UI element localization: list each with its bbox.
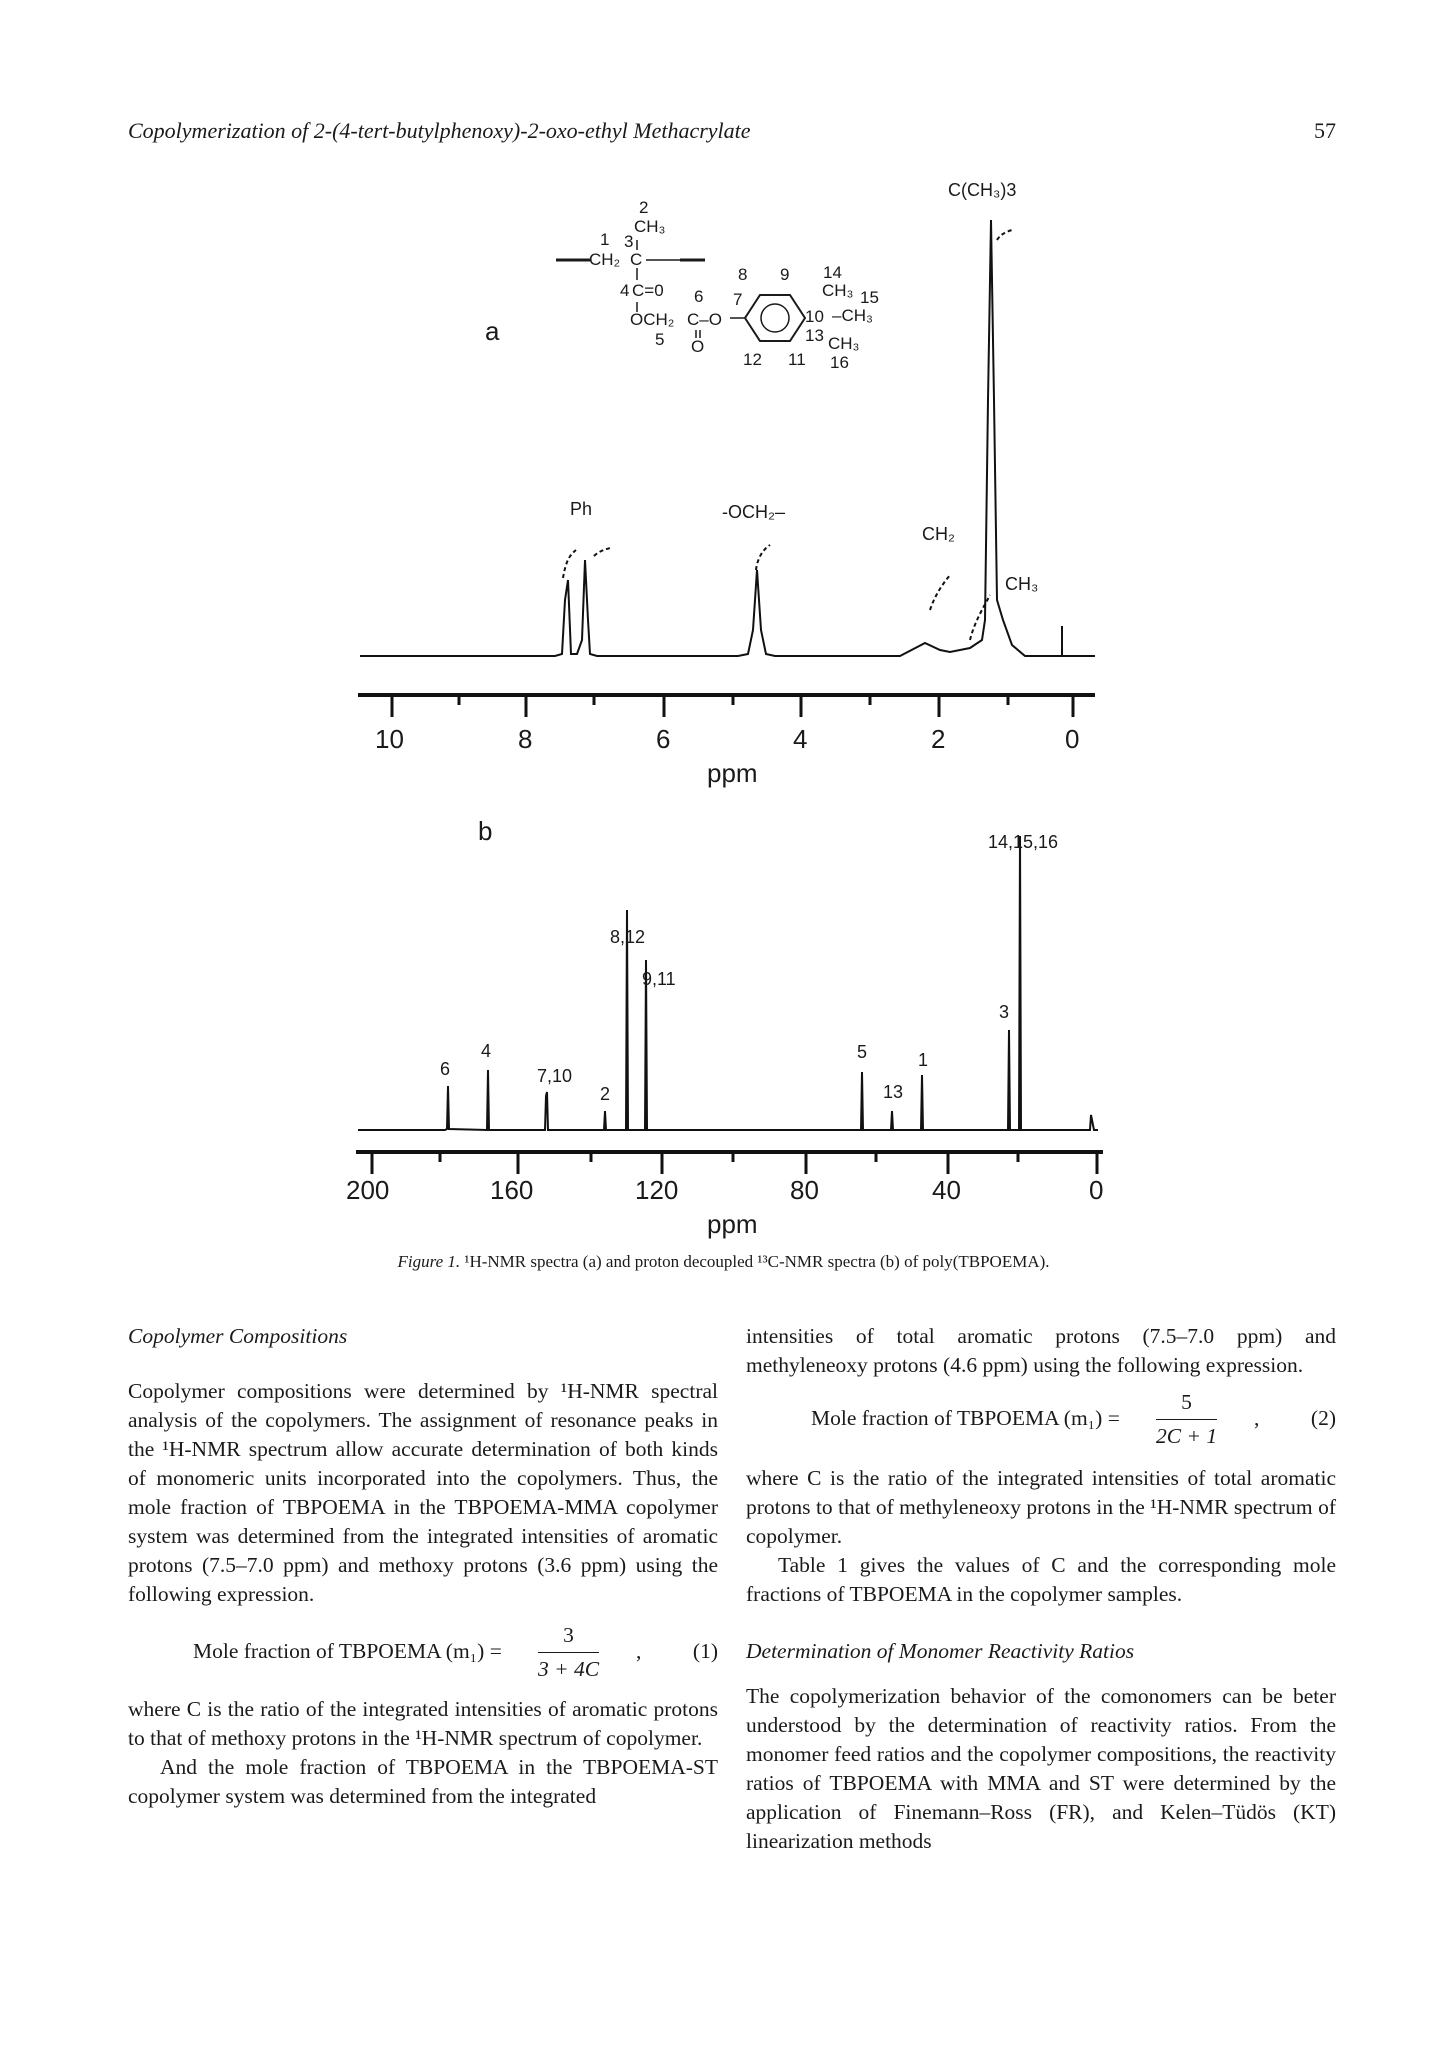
tick-label-8: 8 <box>518 724 532 754</box>
tick-label-6: 6 <box>656 724 670 754</box>
right-paragraph-3: Table 1 gives the values of C and the co… <box>746 1553 1336 1606</box>
eq2-lhs: Mole fraction of TBPOEMA (m₁) = <box>811 1406 1120 1430</box>
panel-a-label: a <box>485 316 500 346</box>
right-paragraph-2: where C is the ratio of the integrated i… <box>746 1466 1336 1548</box>
eq2-denominator: 2C + 1 <box>1156 1424 1218 1448</box>
running-title: Copolymerization of 2-(4-tert-butylpheno… <box>128 118 751 143</box>
h-nmr-labels: 10 8 6 4 2 0 ppm Ph -OCH₂– CH₂ CH₃ C(CH₃… <box>375 180 1079 788</box>
equation-2: Mole fraction of TBPOEMA (m₁) = 5 2C + 1… <box>746 1388 1336 1452</box>
right-paragraph-1: intensities of total aromatic protons (7… <box>746 1324 1336 1377</box>
peak-label-ch2: CH₂ <box>922 524 955 544</box>
structure-label-13: 13 <box>805 326 824 345</box>
nmr-figure: a CH₂ C 1 3 2 CH₃ 4 C=0 OCH₂ 5 6 C–O O 7… <box>346 180 1103 1239</box>
left-paragraph-2: where C is the ratio of the integrated i… <box>128 1697 718 1750</box>
equation-1: Mole fraction of TBPOEMA (m₁) = 3 3 + 4C… <box>128 1621 718 1685</box>
figure-label: Figure 1. <box>397 1252 461 1271</box>
eq1-numerator: 3 <box>538 1621 600 1653</box>
structure-label-2: 2 <box>639 198 648 217</box>
tick-label-120: 120 <box>635 1175 678 1205</box>
c-nmr-labels: b 200 160 120 80 40 0 ppm 6 4 7,10 2 8,1… <box>346 816 1103 1239</box>
figure-caption: Figure 1. ¹H-NMR spectra (a) and proton … <box>0 1252 1447 1272</box>
right-column: intensities of total aromatic protons (7… <box>746 1322 1336 1856</box>
peak-label-7-10: 7,10 <box>537 1066 572 1086</box>
tick-label-10: 10 <box>375 724 404 754</box>
tick-label-40: 40 <box>932 1175 961 1205</box>
peak-label-ch3: CH₃ <box>1005 574 1038 594</box>
structure-label-14: 14 <box>823 263 842 282</box>
section-heading-copolymer-compositions: Copolymer Compositions <box>128 1324 348 1348</box>
page-number: 57 <box>1314 118 1336 143</box>
tick-label-0: 0 <box>1065 724 1079 754</box>
eq1-lhs: Mole fraction of TBPOEMA (m₁) = <box>193 1639 502 1663</box>
structure-label-ch3-15: –CH₃ <box>832 306 873 325</box>
structure-label-ch3-16: CH₃ <box>828 334 859 353</box>
peak-label-ph: Ph <box>570 499 592 519</box>
structure-label-3: 3 <box>624 232 633 251</box>
figure-caption-text: ¹H-NMR spectra (a) and proton decoupled … <box>460 1252 1050 1271</box>
eq2-comma: , <box>1254 1406 1260 1430</box>
structure-label-16: 16 <box>830 353 849 372</box>
peak-label-1: 1 <box>918 1050 928 1070</box>
structure-label-8: 8 <box>738 265 747 284</box>
structure-label-ch2: CH₂ <box>589 250 620 269</box>
structure-label-co: C=0 <box>632 281 664 300</box>
structure-label-4: 4 <box>620 281 629 300</box>
eq2-number: (2) <box>1310 1406 1336 1430</box>
structure-label-1: 1 <box>600 230 609 249</box>
panel-b-xlabel: ppm <box>707 1209 758 1239</box>
structure-label-och2: OCH₂ <box>630 310 674 329</box>
peak-label-8-12: 8,12 <box>610 927 645 947</box>
panel-a-tick-marks <box>390 695 1075 717</box>
structure-label-10: 10 <box>805 307 824 326</box>
structure-label-12: 12 <box>743 350 762 369</box>
peak-label-5: 5 <box>857 1042 867 1062</box>
eq1-denominator: 3 + 4C <box>538 1657 600 1681</box>
h-nmr-spectrum <box>358 219 1095 717</box>
left-paragraph-1: Copolymer compositions were determined b… <box>128 1379 718 1606</box>
panel-b-tick-marks <box>370 1152 1099 1174</box>
tick-label-2: 2 <box>931 724 945 754</box>
left-column: Copolymer Compositions Copolymer composi… <box>128 1322 718 1811</box>
peak-label-14-15-16: 14,15,16 <box>988 832 1058 852</box>
tick-label-4: 4 <box>793 724 807 754</box>
tick-label-160: 160 <box>490 1175 533 1205</box>
eq1-number: (1) <box>692 1639 718 1663</box>
peak-label-9-11: 9,11 <box>642 969 676 989</box>
tick-label-80: 80 <box>790 1175 819 1205</box>
eq1-comma: , <box>636 1639 642 1663</box>
peak-label-3: 3 <box>999 1002 1009 1022</box>
structure-label-ch3-14: CH₃ <box>822 281 853 300</box>
structure-label-9: 9 <box>780 265 789 284</box>
right-paragraph-4: The copolymerization behavior of the com… <box>746 1684 1336 1853</box>
structure-label-7: 7 <box>733 290 742 309</box>
peak-label-13: 13 <box>883 1082 903 1102</box>
eq2-numerator: 5 <box>1156 1388 1218 1420</box>
peak-label-och2: -OCH₂– <box>722 502 785 522</box>
peak-label-cch3-3: C(CH₃)3 <box>948 180 1016 200</box>
tick-label-0b: 0 <box>1089 1175 1103 1205</box>
structure-label-5: 5 <box>655 330 664 349</box>
structure-label-15: 15 <box>860 288 879 307</box>
panel-b-label: b <box>478 816 492 846</box>
panel-a-xlabel: ppm <box>707 758 758 788</box>
peak-label-2: 2 <box>600 1084 610 1104</box>
peak-label-4: 4 <box>481 1041 491 1061</box>
structure-label-o: O <box>691 337 704 356</box>
left-paragraph-3: And the mole fraction of TBPOEMA in the … <box>128 1755 718 1808</box>
running-header: Copolymerization of 2-(4-tert-butylpheno… <box>128 118 1336 144</box>
c-nmr-spectrum <box>356 835 1103 1174</box>
structure-label-6: 6 <box>694 287 703 306</box>
structure-label-11: 11 <box>788 350 806 369</box>
section-heading-reactivity-ratios: Determination of Monomer Reactivity Rati… <box>746 1639 1135 1663</box>
chemical-structure: a CH₂ C 1 3 2 CH₃ 4 C=0 OCH₂ 5 6 C–O O 7… <box>485 198 879 372</box>
structure-label-c-o: C–O <box>687 310 722 329</box>
structure-label-ch3-2: CH₃ <box>634 217 665 236</box>
tick-label-200: 200 <box>346 1175 389 1205</box>
structure-label-c-backbone: C <box>630 250 642 269</box>
peak-label-6: 6 <box>440 1059 450 1079</box>
